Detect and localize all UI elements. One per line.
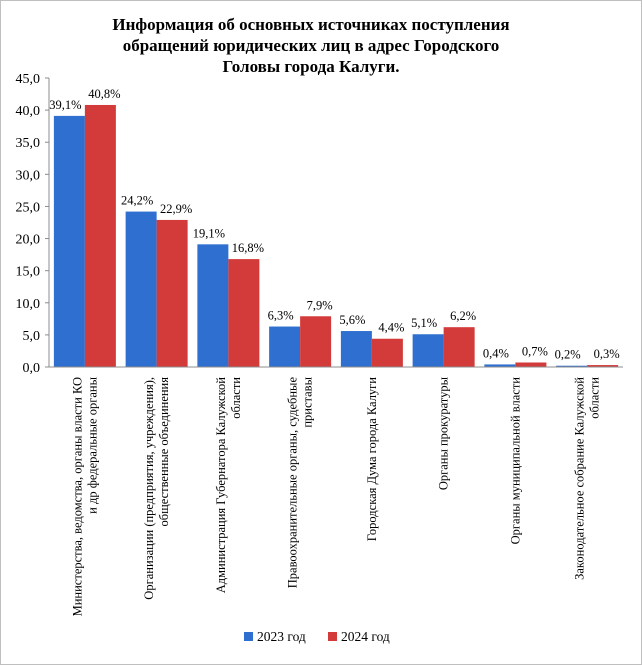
category-label: Законодательное собрание Калужской [573,377,587,580]
bar-2023 [484,364,516,367]
category-label: Организации (предприятия, учреждения), [142,377,156,600]
data-label: 0,7% [522,345,548,359]
bar-2023 [412,334,444,367]
chart-title-line: обращений юридических лиц в адрес Городс… [123,36,500,55]
data-label: 5,1% [411,316,437,330]
legend-label: 2024 год [341,629,390,644]
y-tick-label: 20,0 [16,233,41,248]
bar-2024 [228,259,260,367]
bar-2023 [53,115,85,367]
chart-title-line: Информация об основных источниках поступ… [112,15,509,34]
legend-swatch [244,632,253,641]
data-label: 0,3% [594,347,620,361]
data-label: 5,6% [339,313,365,327]
data-label: 7,9% [307,298,333,312]
data-label: 16,8% [232,241,264,255]
bar-2024 [156,219,188,367]
category-label: приставы [301,376,315,427]
data-label: 22,9% [160,202,192,216]
chart-title-line: Головы города Калуги. [222,57,399,76]
data-label: 39,1% [49,98,81,112]
category-label: Министерства, ведомства, органы власти К… [70,377,84,616]
bar-2023 [556,365,588,367]
category-label: общественные объединения [157,377,171,527]
y-tick-label: 45,0 [16,72,41,87]
category-label: Городская Дума города Калуги [365,377,379,542]
data-label: 40,8% [88,87,120,101]
category-label: Правоохранительные органы, судебные [286,377,300,589]
y-tick-label: 35,0 [16,136,41,151]
bar-2023 [197,244,229,367]
category-label: области [229,377,243,419]
category-label: Администрация Губернатора Калужской [214,377,228,594]
bar-2023 [340,331,372,367]
legend-swatch [328,632,337,641]
bar-2024 [587,365,619,367]
data-label: 19,1% [193,226,225,240]
bar-2023 [125,211,157,367]
data-label: 4,4% [378,321,404,335]
data-label: 6,3% [268,309,294,323]
y-tick-label: 10,0 [16,297,41,312]
bar-2024 [443,327,475,367]
y-tick-label: 25,0 [16,200,41,215]
category-label: области [588,377,602,419]
category-label: и др федеральные органы [85,376,99,513]
bar-2023 [269,326,301,367]
bar-2024 [515,362,547,367]
bar-2024 [300,316,332,367]
y-tick-label: 15,0 [16,265,41,280]
legend-label: 2023 год [257,629,306,644]
y-tick-label: 40,0 [16,104,41,119]
bar-2024 [84,104,116,368]
category-label: Органы муниципальной власти [508,377,522,545]
data-label: 6,2% [450,309,476,323]
bar-2024 [371,338,403,367]
y-tick-label: 0,0 [23,361,41,376]
y-tick-label: 5,0 [23,329,41,344]
category-label: Органы прокуратуры [437,376,451,490]
data-label: 0,4% [483,346,509,360]
y-tick-label: 30,0 [16,168,41,183]
data-label: 0,2% [555,348,581,362]
data-label: 24,2% [121,194,153,208]
